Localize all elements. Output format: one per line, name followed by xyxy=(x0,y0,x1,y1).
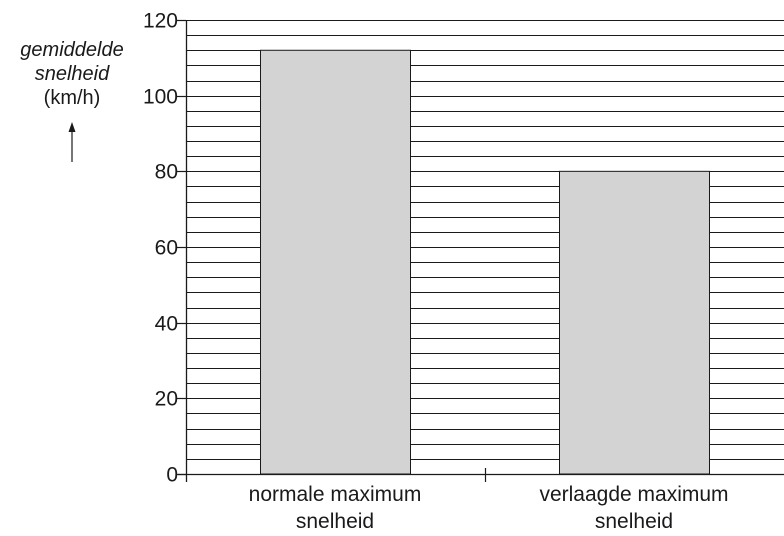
x-category-label: snelheid xyxy=(595,510,673,533)
arrow-head xyxy=(68,122,76,132)
y-tick-label: 20 xyxy=(155,388,178,411)
y-tick-label: 100 xyxy=(143,86,178,109)
y-tick-label: 40 xyxy=(155,313,178,336)
x-category-label: snelheid xyxy=(296,510,374,533)
y-axis-arrow xyxy=(68,122,76,162)
y-tick-label: 0 xyxy=(166,464,178,487)
x-category-labels: normale maximum snelheid verlaagde maximum… xyxy=(249,483,729,533)
x-category-label: normale maximum xyxy=(249,483,422,506)
y-tick-label: 120 xyxy=(143,10,178,33)
x-category-label: verlaagde maximum xyxy=(539,483,728,506)
y-ticks: 0 20 40 60 80 100 120 xyxy=(143,10,186,487)
bars xyxy=(260,49,710,475)
y-tick-label: 80 xyxy=(155,161,178,184)
y-axis-label: gemiddelde snelheid (km/h) xyxy=(2,38,142,110)
bar-1 xyxy=(260,49,411,475)
y-axis-label-line-2: snelheid xyxy=(34,63,110,85)
bar-2 xyxy=(559,170,710,475)
axes xyxy=(178,20,784,482)
y-axis-unit: (km/h) xyxy=(43,87,101,109)
y-axis-label-line-1: gemiddelde xyxy=(20,39,124,61)
y-tick-label: 60 xyxy=(155,237,178,260)
